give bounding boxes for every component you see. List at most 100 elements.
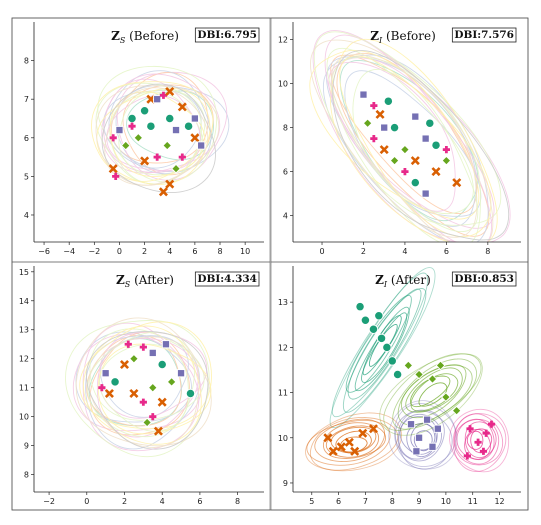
data-point	[482, 429, 490, 437]
y-tick-label: 9	[283, 479, 288, 488]
title-subscript: I	[378, 36, 383, 45]
data-point	[406, 420, 416, 429]
y-tick-label: 4	[24, 211, 29, 220]
panel-border	[270, 17, 529, 263]
x-tick-label: 0	[319, 247, 324, 256]
y-tick-label: 13	[19, 326, 29, 335]
data-point	[133, 132, 144, 143]
contour-line	[326, 47, 474, 215]
x-tick-label: 8	[235, 497, 240, 506]
contour-line	[453, 413, 504, 466]
data-point	[403, 360, 414, 371]
data-point	[177, 102, 187, 112]
data-point	[479, 447, 488, 455]
contour-line	[383, 353, 482, 431]
data-point	[350, 446, 360, 456]
scatter-points	[323, 302, 496, 460]
y-tick-label: 11	[278, 389, 288, 398]
data-point	[101, 369, 110, 378]
contour-line	[97, 343, 212, 435]
title-suffix: (Before)	[125, 29, 179, 43]
contour-line	[75, 331, 192, 423]
panel-title: ZI (After)	[375, 273, 431, 289]
data-point	[451, 405, 462, 416]
contour-line	[345, 294, 412, 393]
data-point	[183, 121, 194, 131]
contour-line	[85, 335, 201, 450]
contour-line	[65, 320, 210, 458]
contour-line	[331, 54, 494, 242]
x-tick-label: 11	[468, 497, 478, 506]
data-point	[421, 134, 430, 143]
panel-zi-before: 0 2 4 6 8 4 6 8 10 12 ZI (Before) DBI:7.576	[270, 17, 529, 263]
data-point	[474, 438, 482, 446]
title-symbol: Z	[370, 29, 379, 43]
y-tick-label: 10	[19, 413, 29, 422]
dbi-score-box	[451, 27, 517, 43]
data-point	[401, 168, 409, 176]
data-point	[380, 123, 389, 132]
contour-line	[332, 50, 510, 241]
data-point	[165, 179, 175, 189]
contour-line	[330, 426, 377, 454]
data-point	[161, 340, 171, 349]
data-point	[98, 384, 106, 392]
data-point	[157, 397, 167, 407]
data-point	[153, 95, 162, 104]
scatter-points	[359, 90, 462, 198]
contour-line	[101, 83, 216, 194]
title-subscript: S	[125, 280, 131, 289]
y-tick-label: 10	[278, 80, 288, 89]
x-tick-label: 0	[117, 247, 122, 256]
data-point	[162, 140, 173, 151]
x-tick-label: 4	[160, 497, 165, 506]
y-tick-label: 11	[19, 384, 29, 393]
contour-line	[410, 373, 459, 412]
data-point	[414, 369, 424, 380]
data-point	[110, 377, 120, 387]
x-tick-label: −2	[43, 497, 55, 506]
y-tick-label: 8	[24, 57, 29, 66]
data-point	[129, 353, 139, 364]
data-point	[142, 417, 152, 428]
contour-line	[328, 61, 456, 212]
data-point	[427, 374, 438, 384]
x-tick-label: 4	[167, 247, 172, 256]
data-point	[153, 153, 161, 161]
contour-line	[330, 38, 498, 242]
title-symbol: Z	[111, 29, 120, 43]
x-tick-label: 2	[361, 247, 366, 256]
data-point	[178, 153, 186, 161]
contour-line	[329, 267, 436, 429]
y-tick-label: 4	[283, 212, 288, 221]
data-point	[387, 356, 397, 366]
dbi-score-box	[194, 27, 260, 43]
data-point	[433, 424, 442, 433]
contour-line	[454, 419, 500, 465]
panel-zi-after: 5 6 7 8 9 10 11 12 9 10 11 12 13 ZI (After) DBI:0.853	[270, 261, 529, 511]
contour-line	[330, 54, 478, 215]
x-tick-label: 8	[217, 247, 222, 256]
y-tick-label: 12	[278, 36, 288, 45]
data-point	[140, 156, 150, 166]
data-point	[389, 155, 400, 166]
panel-zs-after: −2 0 2 4 6 8 8 9 10 11 12 13 14 15 ZS (After) DBI:4.334	[11, 261, 271, 511]
density-contours	[65, 317, 212, 458]
data-point	[389, 122, 400, 133]
data-point	[165, 113, 175, 124]
x-tick-label: 2	[142, 247, 147, 256]
y-tick-label: 8	[283, 124, 288, 133]
contour-line	[354, 306, 410, 392]
data-point	[411, 112, 420, 121]
panel-zs-before: −6 −4 −2 0 2 4 6 8 10 4 5 6 7 8 ZS (Before) DBI:6.795	[11, 17, 271, 263]
contour-line	[362, 315, 402, 376]
data-point	[355, 302, 365, 312]
title-subscript: I	[383, 280, 388, 289]
data-point	[115, 126, 124, 135]
data-point	[197, 141, 206, 150]
dbi-score-label: DBI:7.576	[454, 29, 514, 41]
contour-line	[96, 337, 199, 438]
data-point	[368, 324, 379, 334]
contour-line	[456, 418, 495, 461]
data-point	[392, 369, 403, 380]
